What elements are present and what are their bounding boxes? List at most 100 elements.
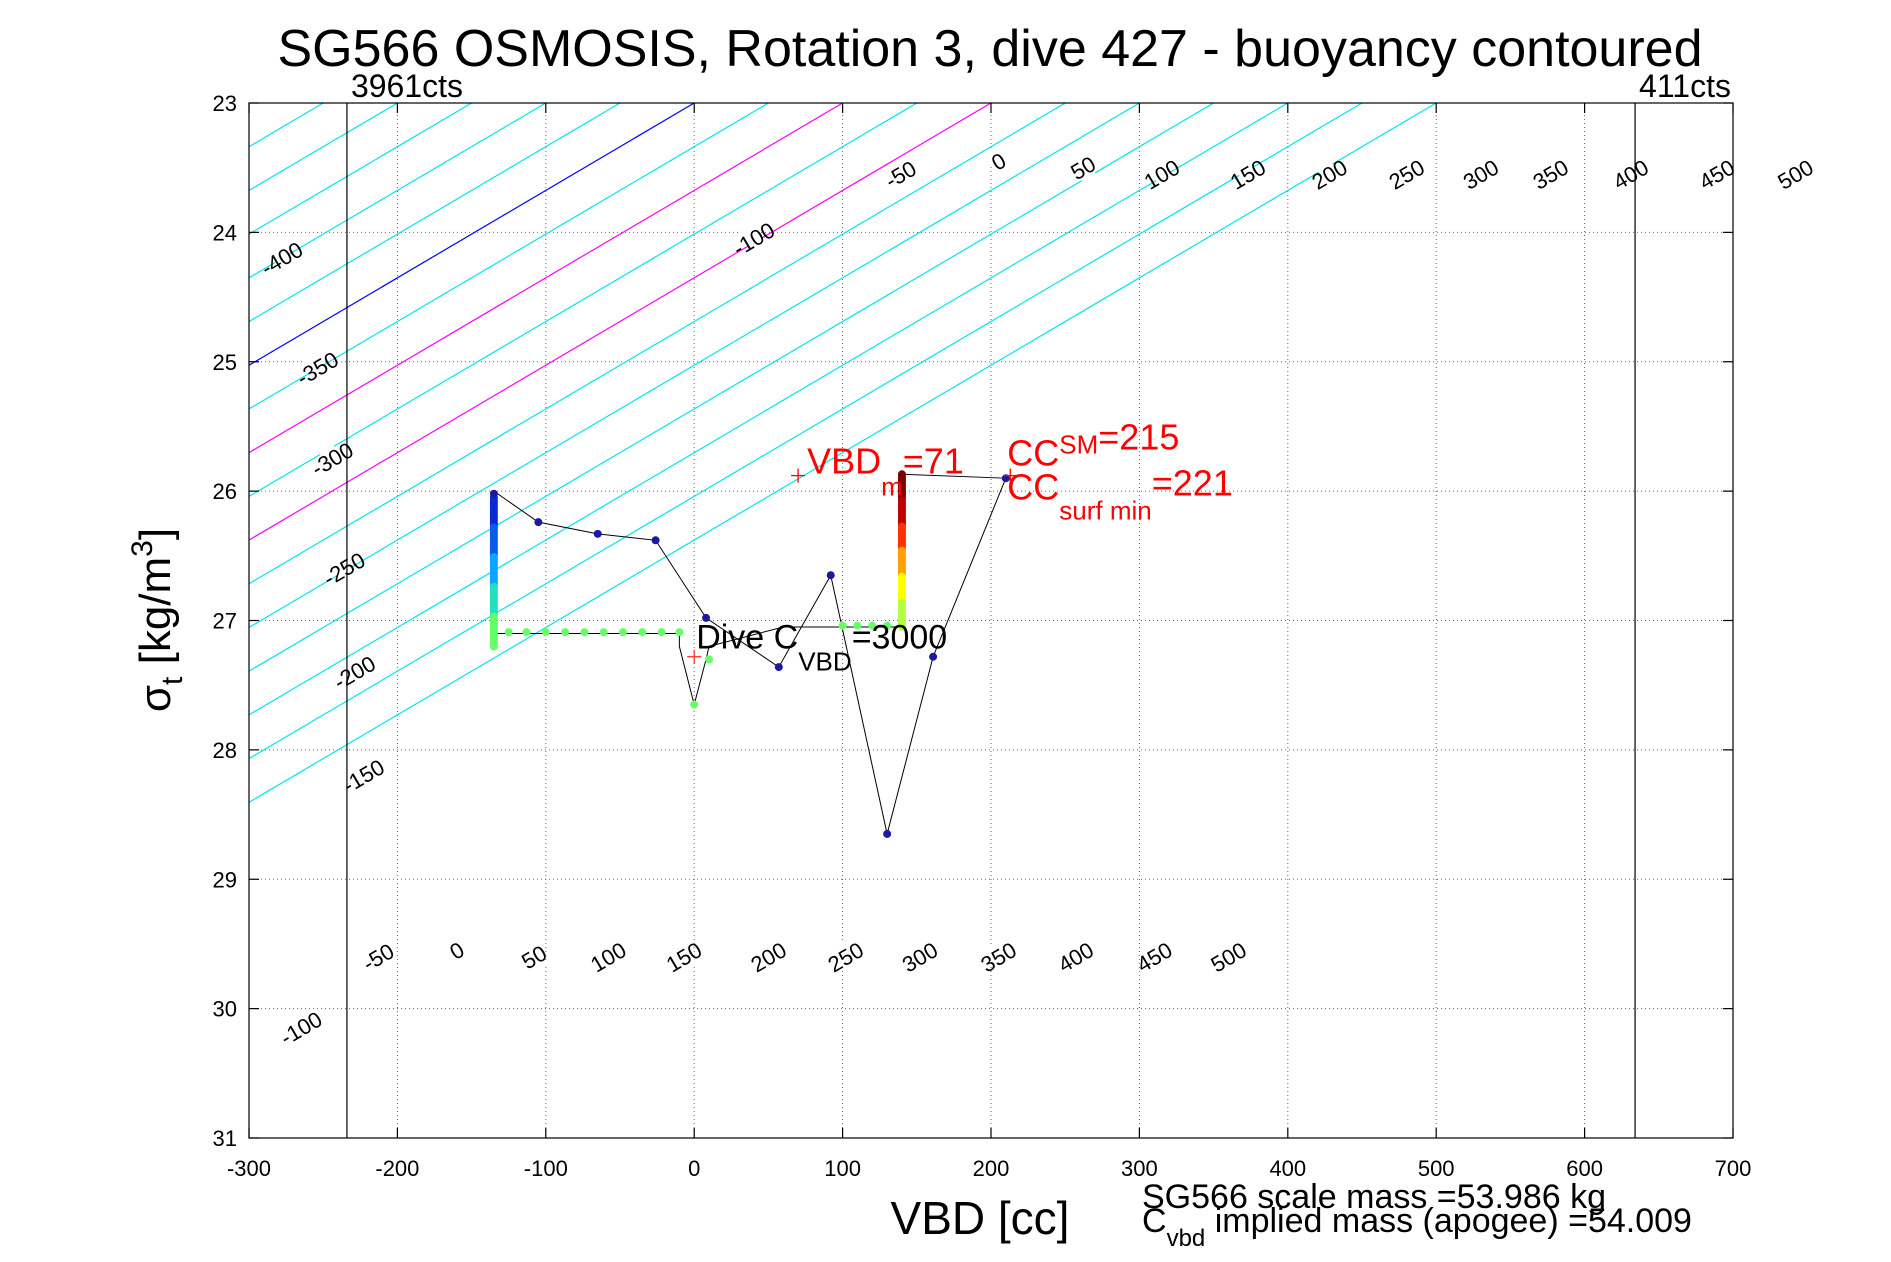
vertical-profiles: [489, 470, 906, 651]
y-tick-label: 24: [213, 220, 237, 245]
contour-label-bg: [364, 940, 393, 973]
contour-label: 500: [1773, 154, 1817, 194]
contour-label-bg: [303, 352, 332, 385]
x-tick-label: 400: [1269, 1156, 1306, 1181]
cc-surf-value: =221: [1152, 463, 1233, 504]
contour-label: 400: [1054, 937, 1098, 977]
x-tick-label: 100: [824, 1156, 861, 1181]
data-point: [522, 628, 531, 637]
x-tick-label: -200: [375, 1156, 419, 1181]
y-label-symbol: σ: [131, 685, 180, 712]
x-tick-label: 300: [1121, 1156, 1158, 1181]
footer-scale-mass: SG566 scale mass =53.986 kg: [1142, 1178, 1606, 1216]
y-tick-label: 26: [213, 479, 237, 504]
contour-label-bg: [1392, 158, 1421, 191]
x-tick-label: 500: [1418, 1156, 1455, 1181]
data-point: [868, 621, 877, 630]
vbd-m-value: =71: [903, 441, 964, 482]
y-tick-label: 28: [213, 738, 237, 763]
contour-line: [249, 103, 547, 279]
contour-label-bg: [1147, 158, 1176, 191]
contour-label-bg: [1616, 158, 1645, 191]
contour-line: [249, 103, 1140, 629]
profile-point: [489, 642, 498, 651]
contour-label-bg: [1214, 940, 1243, 973]
data-points: [489, 474, 1010, 838]
contour-label-bg: [1061, 940, 1090, 973]
contour-label: 250: [1385, 154, 1429, 194]
vbd-limit-lines: 3961cts 411cts: [346, 68, 1731, 1138]
contour-label: 350: [1529, 154, 1573, 194]
dive-cvbd-value: =3000: [852, 619, 948, 657]
profile-point: [897, 622, 906, 631]
chart-title: SG566 OSMOSIS, Rotation 3, dive 427 - bu…: [277, 20, 1702, 78]
vbd-m-sub: m: [881, 472, 903, 502]
data-point: [826, 571, 835, 580]
buoyancy-contours: [0, 103, 1437, 1138]
dive-track-line: [493, 473, 1007, 835]
y-axis-label: σt [kg/m3]: [126, 528, 189, 712]
contour-label: 100: [586, 937, 630, 977]
y-label-sub: t: [156, 676, 189, 685]
contour-label: 400: [1609, 154, 1653, 194]
dive-cvbd-main: Dive C: [696, 619, 798, 657]
data-point: [690, 700, 699, 709]
cc-sm-sup: SM: [1059, 430, 1098, 460]
x-tick-label: 700: [1715, 1156, 1752, 1181]
contour-label-bg: [739, 222, 768, 255]
data-point: [489, 489, 498, 498]
vbd-m-label: VBDm=71: [807, 441, 964, 502]
data-point: [883, 621, 892, 630]
contour-label-bg: [349, 759, 378, 792]
data-point: [541, 628, 550, 637]
contour-label: 50: [1066, 151, 1100, 185]
contour-line: [249, 103, 695, 366]
x-tick-label: 0: [688, 1156, 700, 1181]
contour-label: 350: [977, 937, 1021, 977]
data-point: [702, 613, 711, 622]
vbd-m-main: VBD: [807, 441, 881, 482]
data-point: [593, 529, 602, 538]
contour-label-bg: [754, 940, 783, 973]
contour-label-bg: [1781, 158, 1810, 191]
y-label-sup: 3: [126, 540, 159, 557]
contour-line: [0, 103, 101, 1138]
contour-label-bg: [1536, 158, 1565, 191]
y-tick-label: 31: [213, 1126, 237, 1151]
contour-line: [0, 103, 26, 1138]
implied-mass-main: C: [1142, 1202, 1167, 1240]
x-tick-label: 600: [1566, 1156, 1603, 1181]
data-point: [638, 628, 647, 637]
data-point: [651, 536, 660, 545]
contour-label-bg: [1466, 158, 1495, 191]
contour-label-bg: [1069, 151, 1098, 184]
contour-label: 300: [898, 937, 942, 977]
vbd-limit-label: 3961cts: [351, 68, 463, 104]
contour-label: -50: [881, 156, 921, 194]
contour-label-bg: [984, 145, 1013, 178]
y-label-unit-close: ]: [131, 528, 180, 540]
contour-line: [249, 103, 1066, 585]
y-tick-label: 27: [213, 609, 237, 634]
contour-label: 250: [824, 937, 868, 977]
dive-track: [493, 473, 1007, 835]
data-point: [883, 829, 892, 838]
contour-line: [249, 103, 992, 541]
data-point: [580, 628, 589, 637]
data-point: [599, 628, 608, 637]
footer-implied-mass: Cvbd implied mass (apogee) =54.009: [1142, 1202, 1692, 1252]
y-label-unit: [kg/m: [131, 557, 180, 677]
data-point: [504, 628, 513, 637]
contour-label-bg: [329, 552, 358, 585]
contour-label-bg: [905, 940, 934, 973]
implied-mass-tail: implied mass (apogee) =54.009: [1205, 1202, 1692, 1240]
vbd-limit-label: 411cts: [1639, 68, 1731, 104]
contour-label: 300: [1459, 154, 1503, 194]
data-point: [774, 663, 783, 672]
contour-line: [249, 103, 918, 498]
data-point: [534, 518, 543, 527]
data-point: [853, 621, 862, 630]
contour-label-bg: [1233, 158, 1262, 191]
implied-mass-sub: vbd: [1167, 1225, 1206, 1252]
